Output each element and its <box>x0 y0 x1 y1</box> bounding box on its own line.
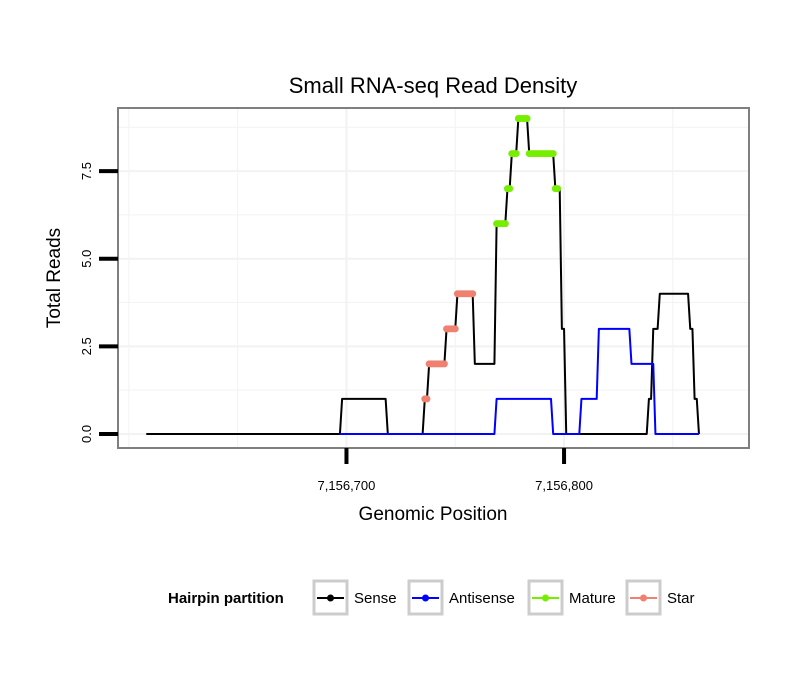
chart-title: Small RNA-seq Read Density <box>289 73 578 98</box>
data-point-star <box>469 290 477 298</box>
y-tick-label: 2.5 <box>79 337 94 355</box>
grid-lines <box>118 108 749 448</box>
data-point-mature <box>523 115 531 123</box>
legend-title: Hairpin partition <box>168 590 284 607</box>
data-point-star <box>440 360 448 368</box>
data-point-mature <box>549 150 557 158</box>
legend-label-star: Star <box>667 590 695 607</box>
panel-border <box>117 107 750 449</box>
legend-label-antisense: Antisense <box>449 590 515 607</box>
series-layer <box>146 115 700 435</box>
legend-label-mature: Mature <box>569 590 616 607</box>
series-line-antisense <box>339 327 699 435</box>
data-point-mature <box>501 220 509 228</box>
panel-background <box>118 108 749 448</box>
data-point-mature <box>512 150 520 158</box>
data-point-star <box>423 395 431 403</box>
legend-key-point-sense <box>327 594 334 602</box>
legend-label-sense: Sense <box>354 590 397 607</box>
data-point-mature <box>554 185 562 193</box>
legend-key-point-antisense <box>422 594 429 602</box>
axes: 7,156,700 7,156,800 0.0 2.5 5.0 7.5 <box>79 107 750 493</box>
x-tick-label: 7,156,700 <box>318 478 376 493</box>
y-tick-label: 5.0 <box>79 250 94 268</box>
y-axis-title: Total Reads <box>44 228 65 328</box>
x-axis-title: Genomic Position <box>359 504 508 525</box>
legend-key-point-mature <box>542 594 549 602</box>
x-tick-label: 7,156,800 <box>535 478 593 493</box>
y-tick-label: 0.0 <box>79 425 94 443</box>
legend-key-point-star <box>640 594 647 602</box>
y-tick-label: 7.5 <box>79 162 94 180</box>
legend: Hairpin partition Sense Antisense Mature Sta… <box>168 579 695 616</box>
plot-panel <box>118 108 749 448</box>
data-point-star <box>451 325 459 333</box>
data-point-mature <box>506 185 514 193</box>
